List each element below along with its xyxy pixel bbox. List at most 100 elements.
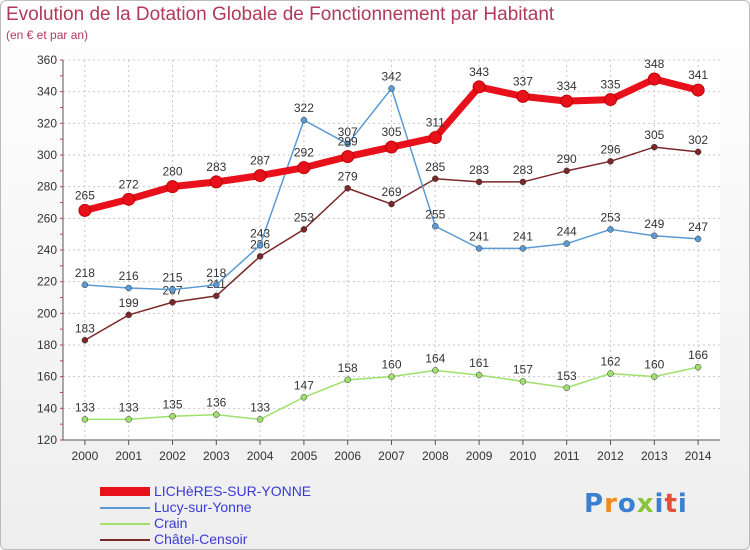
data-point <box>256 416 264 423</box>
data-label: 147 <box>294 378 314 392</box>
data-label: 322 <box>294 101 314 115</box>
logo-letter: o <box>617 489 637 519</box>
data-label: 334 <box>557 79 577 93</box>
data-label: 164 <box>425 351 445 365</box>
data-point <box>607 370 614 377</box>
legend-swatch <box>100 487 150 496</box>
data-point <box>169 286 176 293</box>
data-label: 296 <box>600 142 620 156</box>
data-label: 249 <box>644 217 664 231</box>
logo-letter: t <box>664 489 678 519</box>
logo-letter: x <box>636 489 655 519</box>
data-label: 255 <box>425 207 445 221</box>
x-tick-label: 2003 <box>203 449 230 463</box>
data-point <box>213 411 220 418</box>
data-point <box>651 373 658 380</box>
data-label: 305 <box>381 125 401 139</box>
data-point <box>563 384 570 391</box>
data-label: 253 <box>294 210 314 224</box>
x-tick-label: 2011 <box>554 449 580 463</box>
x-tick-label: 2001 <box>115 449 142 463</box>
data-label: 160 <box>381 358 401 372</box>
legend-label: Châtel-Censoir <box>154 531 248 547</box>
data-point <box>344 376 351 384</box>
y-tick-label: 140 <box>37 401 57 415</box>
data-point <box>694 148 702 156</box>
data-label: 285 <box>425 160 445 174</box>
y-tick-label: 320 <box>37 116 57 130</box>
data-label: 241 <box>469 229 489 243</box>
data-point <box>428 131 442 145</box>
data-label: 283 <box>513 163 533 177</box>
data-label: 307 <box>338 125 358 139</box>
data-point <box>388 200 395 208</box>
x-tick-label: 2006 <box>334 449 361 463</box>
y-tick-label: 280 <box>37 180 57 194</box>
x-tick-label: 2010 <box>510 449 537 463</box>
data-label: 290 <box>557 152 577 166</box>
data-label: 348 <box>644 57 664 71</box>
proxiti-logo: Proxiti <box>584 489 688 519</box>
data-point <box>256 242 264 249</box>
y-tick-label: 260 <box>37 211 57 225</box>
y-tick-label: 180 <box>37 338 57 352</box>
data-label: 311 <box>426 116 445 130</box>
data-label: 153 <box>557 369 577 383</box>
data-label: 244 <box>557 225 577 239</box>
y-tick-label: 160 <box>37 370 57 384</box>
data-point <box>694 363 702 371</box>
data-point <box>300 226 308 233</box>
data-label: 341 <box>688 68 708 82</box>
data-label: 199 <box>119 296 139 310</box>
data-point <box>256 253 264 260</box>
data-label: 302 <box>688 133 708 147</box>
data-point <box>694 235 702 243</box>
data-point <box>519 178 527 186</box>
data-point <box>604 93 617 107</box>
data-point <box>432 223 439 230</box>
data-label: 283 <box>206 160 226 174</box>
data-label: 305 <box>644 128 664 142</box>
data-label: 272 <box>119 177 139 191</box>
x-tick-label: 2000 <box>72 449 99 463</box>
data-label: 215 <box>162 271 182 285</box>
x-tick-label: 2008 <box>422 449 449 463</box>
data-label: 158 <box>338 361 358 375</box>
data-label: 247 <box>688 220 708 234</box>
data-label: 133 <box>75 400 95 414</box>
data-point <box>125 311 132 319</box>
data-point <box>388 85 395 92</box>
data-point <box>607 158 614 165</box>
data-label: 133 <box>250 400 270 414</box>
data-point <box>300 116 308 124</box>
data-label: 265 <box>75 188 95 202</box>
x-tick-label: 2009 <box>466 449 493 463</box>
y-tick-label: 200 <box>37 306 57 320</box>
data-label: 183 <box>75 321 95 335</box>
data-point <box>297 161 311 175</box>
data-point <box>78 203 92 217</box>
data-label: 166 <box>688 348 708 362</box>
data-point <box>169 413 176 420</box>
x-tick-label: 2012 <box>597 449 624 463</box>
y-tick-label: 360 <box>37 53 57 67</box>
data-label: 216 <box>119 269 139 283</box>
legend-swatch <box>100 539 150 541</box>
data-label: 133 <box>119 400 139 414</box>
data-point <box>385 140 398 154</box>
data-point <box>169 299 176 306</box>
data-label: 218 <box>206 266 226 280</box>
data-point <box>432 367 439 374</box>
data-label: 253 <box>600 210 620 224</box>
logo-letter: i <box>677 489 688 519</box>
data-point <box>253 169 267 183</box>
legend-label: LICHèRES-SUR-YONNE <box>154 483 312 499</box>
logo-letter: r <box>604 489 618 519</box>
chart-subtitle: (en € et par an) <box>6 28 89 42</box>
data-point <box>475 371 483 379</box>
data-label: 162 <box>600 355 620 369</box>
data-point <box>300 394 308 401</box>
x-tick-label: 2007 <box>378 449 405 463</box>
data-point <box>647 72 661 86</box>
